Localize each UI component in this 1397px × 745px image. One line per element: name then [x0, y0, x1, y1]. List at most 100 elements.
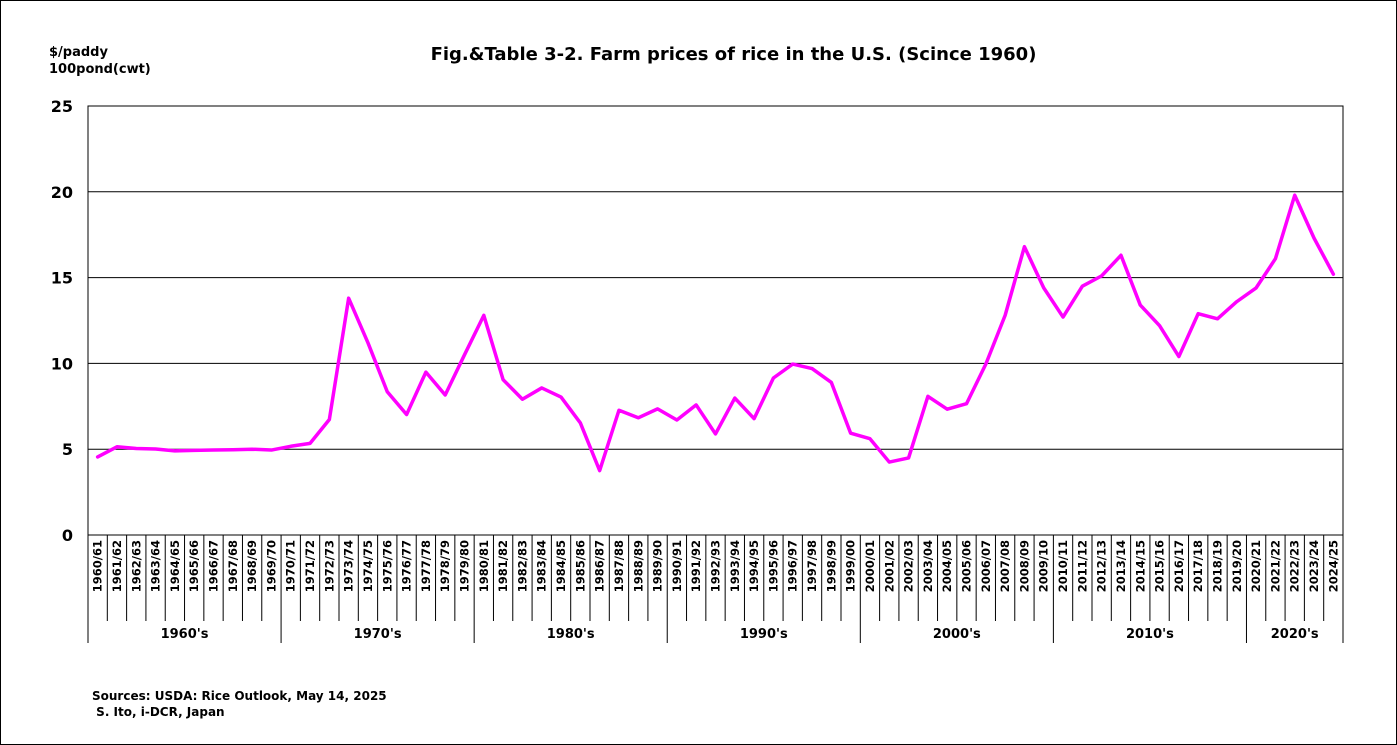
- data-point: [540, 386, 543, 390]
- data-point: [386, 390, 389, 393]
- x-tick-label: 1969/70: [264, 540, 278, 592]
- x-tick-label: 1981/82: [496, 540, 510, 592]
- data-point: [1332, 272, 1335, 276]
- data-point: [1158, 324, 1161, 327]
- data-point: [1177, 355, 1181, 358]
- x-tick-label: 2006/07: [979, 540, 993, 592]
- x-tick-label: 1997/98: [805, 540, 819, 592]
- data-point: [1100, 274, 1103, 278]
- y-tick-labels: 0 5 10 15 20 25: [51, 97, 73, 545]
- data-point: [463, 353, 466, 357]
- data-point: [1235, 300, 1239, 303]
- x-tick-label: 2020/21: [1249, 540, 1263, 592]
- data-point: [733, 396, 737, 400]
- data-point: [1139, 303, 1142, 307]
- data-point: [289, 445, 292, 448]
- x-tick-label: 2001/02: [882, 540, 896, 592]
- x-tick-label: 1978/79: [438, 540, 452, 592]
- x-tick-label: 2013/14: [1114, 540, 1128, 592]
- y-axis-unit-label: $/paddy 100pond(cwt): [49, 44, 151, 78]
- data-point: [270, 448, 273, 452]
- x-tick-label: 2010/11: [1056, 540, 1070, 592]
- x-tick-label: 1988/89: [631, 540, 645, 592]
- data-point: [984, 362, 988, 366]
- data-point: [791, 362, 794, 366]
- x-tick-label: 1971/72: [303, 540, 317, 592]
- x-tick-label: 1986/87: [593, 540, 607, 592]
- data-point: [501, 378, 505, 381]
- x-tick-label: 1984/85: [554, 540, 568, 592]
- data-point: [1196, 312, 1200, 315]
- x-tick-label: 1992/93: [709, 540, 723, 592]
- sources-note: Sources: USDA: Rice Outlook, May 14, 202…: [92, 688, 387, 720]
- x-tick-label: 1995/96: [766, 540, 780, 592]
- data-point: [598, 469, 601, 472]
- x-tick-label: 1972/73: [322, 540, 336, 592]
- x-tick-label: 1990/91: [670, 540, 684, 592]
- x-tick-label: 2008/09: [1017, 540, 1031, 592]
- y-tick-label-5: 5: [62, 440, 73, 459]
- decade-label: 2010's: [1126, 627, 1174, 642]
- x-tick-label: 2014/15: [1133, 540, 1147, 592]
- data-point: [1216, 317, 1219, 320]
- y-axis-unit-line1: $/paddy: [49, 45, 108, 60]
- x-tick-label: 1999/00: [844, 540, 858, 592]
- data-point: [752, 417, 756, 420]
- data-point: [308, 442, 312, 445]
- data-point: [888, 460, 891, 464]
- data-point: [1254, 286, 1258, 290]
- data-point: [579, 421, 582, 425]
- data-point: [192, 449, 196, 452]
- price-series: [95, 193, 1336, 473]
- data-point: [772, 376, 775, 380]
- data-point: [1312, 236, 1316, 240]
- data-point: [656, 407, 659, 411]
- data-point: [1274, 257, 1277, 260]
- data-point: [1119, 254, 1123, 257]
- data-point: [173, 449, 177, 453]
- x-tick-label: 2011/12: [1075, 540, 1089, 592]
- data-point: [366, 341, 370, 345]
- x-tick-label: 2007/08: [998, 540, 1012, 592]
- x-tick-label: 2017/18: [1191, 540, 1205, 592]
- x-tick-label: 1975/76: [380, 540, 394, 592]
- x-tick-label: 2022/23: [1288, 540, 1302, 592]
- x-tick-label: 2023/24: [1307, 540, 1321, 592]
- x-tick-label: 2005/06: [960, 540, 974, 592]
- data-point: [482, 314, 486, 317]
- x-tick-label: 2019/20: [1230, 540, 1244, 592]
- plot-area-border: [87, 105, 1344, 536]
- data-point: [907, 456, 910, 460]
- data-point: [926, 395, 930, 398]
- x-tick-label: 1989/90: [651, 540, 665, 592]
- data-point: [849, 432, 852, 435]
- data-point: [945, 408, 949, 411]
- grid-lines: [87, 105, 1344, 536]
- sources-line2: S. Ito, i-DCR, Japan: [92, 705, 225, 719]
- x-tick-label: 2004/05: [940, 540, 954, 592]
- x-tick-label: 1983/84: [535, 540, 549, 592]
- x-tick-label: 2009/10: [1037, 540, 1051, 592]
- x-tick-label: 2003/04: [921, 540, 935, 592]
- decade-label: 1970's: [354, 627, 402, 642]
- x-tick-label: 2016/17: [1172, 540, 1186, 592]
- data-point: [675, 418, 679, 422]
- x-tick-label: 2002/03: [902, 540, 916, 592]
- data-point: [810, 367, 814, 370]
- y-tick-label-15: 15: [51, 269, 73, 288]
- x-tick-label: 2012/13: [1095, 540, 1109, 592]
- x-tick-label: 2015/16: [1153, 540, 1167, 592]
- y-tick-label-0: 0: [62, 526, 73, 545]
- data-point: [694, 403, 698, 407]
- data-point: [154, 447, 157, 451]
- data-point: [250, 448, 254, 451]
- data-point: [559, 395, 563, 399]
- x-tick-label: 1994/95: [747, 540, 761, 592]
- x-tick-label: 1991/92: [689, 540, 703, 592]
- sources-line1: Sources: USDA: Rice Outlook, May 14, 202…: [92, 689, 387, 703]
- data-point: [1081, 284, 1084, 288]
- decade-label: 1960's: [161, 627, 209, 642]
- data-point: [965, 402, 968, 405]
- decade-label: 1990's: [740, 627, 788, 642]
